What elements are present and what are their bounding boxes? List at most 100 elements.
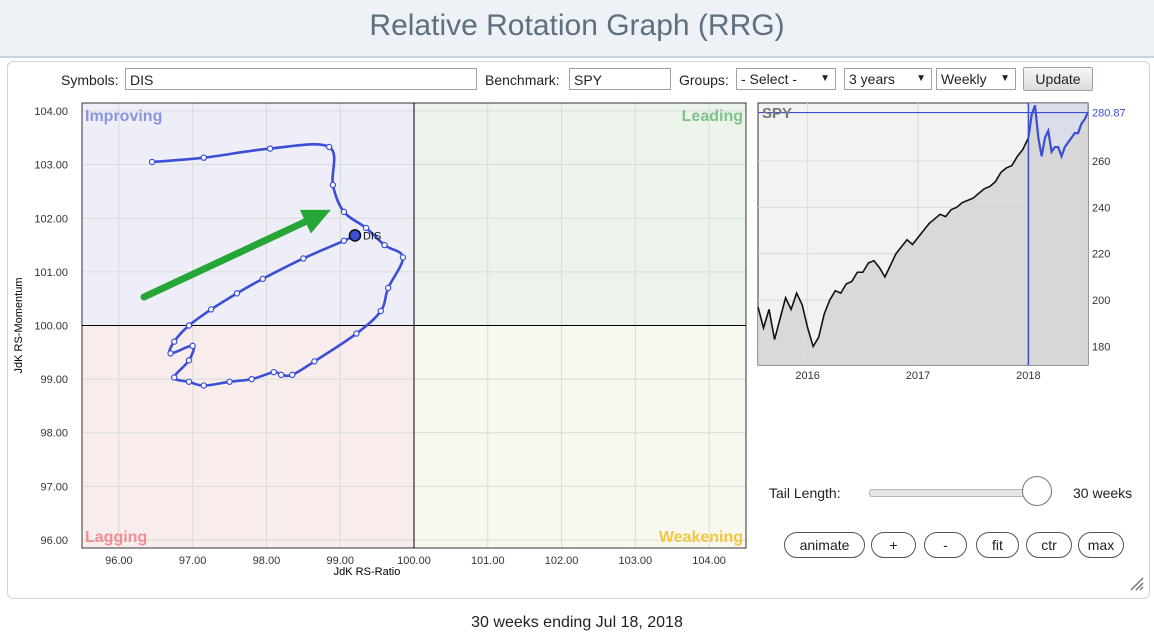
- current-point-dis[interactable]: [348, 229, 362, 242]
- zoom-in-button[interactable]: +: [871, 532, 916, 558]
- quadrant-weakening: [414, 325, 746, 548]
- page-title: Relative Rotation Graph (RRG): [369, 9, 785, 42]
- tail-point[interactable]: [171, 338, 178, 345]
- fit-button[interactable]: fit: [976, 532, 1019, 558]
- x-axis-label: JdK RS-Ratio: [334, 566, 401, 578]
- y-tick-label: 100.00: [34, 321, 68, 333]
- benchmark-y-tick-label: 180: [1092, 341, 1110, 353]
- benchmark-y-tick-label: 260: [1092, 156, 1110, 168]
- quadrant-label-weakening: Weakening: [659, 529, 743, 546]
- trend-arrow-shaft: [140, 216, 313, 301]
- quadrant-label-lagging: Lagging: [85, 529, 147, 546]
- quadrant-leading: [414, 103, 746, 326]
- tail-length-value: 30 weeks: [1073, 485, 1133, 501]
- period-select-value: 3 years: [849, 71, 895, 87]
- y-tick-label: 96.00: [40, 535, 68, 547]
- benchmark-chart: SPY 280.87 2016 2017 2018 180 200 220 240 260: [757, 102, 1126, 382]
- frequency-select[interactable]: Weekly ▼: [936, 68, 1016, 90]
- tail-point[interactable]: [399, 254, 407, 261]
- tail-point[interactable]: [233, 290, 241, 297]
- x-tick-label: 102.00: [545, 555, 579, 567]
- tail-point[interactable]: [207, 306, 215, 313]
- x-tick-label: 97.00: [179, 555, 207, 567]
- tail-point[interactable]: [270, 368, 278, 376]
- y-tick-label: 102.00: [34, 213, 68, 225]
- benchmark-input[interactable]: SPY: [569, 68, 671, 90]
- tail-point[interactable]: [167, 350, 174, 357]
- series-label-dis: DIS: [363, 230, 381, 242]
- symbols-label: Symbols:: [61, 72, 119, 88]
- benchmark-y-ticks: 180 200 220 240 260: [1092, 156, 1110, 353]
- tail-point[interactable]: [248, 375, 255, 383]
- tail-point[interactable]: [340, 208, 348, 216]
- dis-tail: [148, 143, 407, 389]
- tail-point[interactable]: [200, 154, 207, 161]
- tail-point[interactable]: [377, 307, 384, 315]
- trend-arrow: [140, 209, 331, 301]
- x-tick-label: 100.00: [397, 555, 431, 567]
- symbols-input[interactable]: DIS: [125, 68, 477, 90]
- benchmark-area: [758, 105, 1088, 365]
- x-tick-label: 103.00: [619, 555, 653, 567]
- dropdown-arrow-icon: ▼: [820, 73, 830, 84]
- resize-handle-icon[interactable]: [1128, 575, 1144, 591]
- center-button[interactable]: ctr: [1026, 532, 1072, 558]
- tail-point[interactable]: [171, 374, 178, 381]
- period-select[interactable]: 3 years ▼: [844, 68, 932, 90]
- tail-point[interactable]: [353, 330, 360, 337]
- tail-point[interactable]: [384, 284, 392, 292]
- animate-button[interactable]: animate: [784, 532, 865, 558]
- tail-point[interactable]: [311, 358, 318, 365]
- y-tick-label: 101.00: [34, 267, 68, 279]
- benchmark-last-value: 280.87: [1092, 108, 1126, 120]
- frequency-select-value: Weekly: [941, 71, 987, 87]
- tail-point[interactable]: [200, 382, 207, 389]
- tail-point[interactable]: [289, 371, 296, 379]
- tail-point[interactable]: [189, 342, 196, 350]
- y-tick-label: 97.00: [40, 481, 68, 493]
- rrg-panel: Symbols: DIS Benchmark: SPY Groups: - Se…: [7, 61, 1150, 599]
- tail-length-label: Tail Length:: [769, 485, 841, 501]
- zoom-out-button[interactable]: -: [924, 532, 967, 558]
- benchmark-x-tick-label: 2016: [795, 370, 819, 382]
- tail-point[interactable]: [381, 241, 388, 249]
- max-button[interactable]: max: [1078, 532, 1124, 558]
- tail-point[interactable]: [185, 357, 193, 364]
- x-tick-label: 96.00: [105, 555, 133, 567]
- quadrant-improving: [82, 103, 414, 326]
- groups-label: Groups:: [679, 72, 729, 88]
- benchmark-line-highlight: [1027, 104, 1089, 160]
- tail-point[interactable]: [300, 255, 307, 262]
- benchmark-y-tick-label: 220: [1092, 249, 1110, 261]
- tail-point[interactable]: [259, 275, 266, 283]
- tail-point[interactable]: [325, 143, 333, 151]
- tail-point[interactable]: [362, 224, 370, 232]
- rrg-chart: Improving Leading Lagging Weakening 96.0…: [13, 102, 747, 578]
- update-button[interactable]: Update: [1023, 67, 1093, 91]
- trend-arrow-head: [299, 209, 331, 234]
- tail-point[interactable]: [340, 237, 348, 244]
- tail-point[interactable]: [266, 145, 274, 152]
- x-tick-label: 99.00: [326, 555, 354, 567]
- groups-select[interactable]: - Select - ▼: [736, 68, 836, 90]
- tail-point[interactable]: [329, 181, 337, 189]
- x-tick-label: 98.00: [253, 555, 281, 567]
- x-tick-label: 101.00: [471, 555, 505, 567]
- quadrant-lagging: [82, 325, 414, 548]
- tail-point[interactable]: [185, 322, 193, 329]
- tail-point[interactable]: [226, 378, 233, 385]
- dropdown-arrow-icon: ▼: [1000, 73, 1010, 84]
- quadrant-label-improving: Improving: [85, 108, 162, 125]
- groups-select-value: - Select -: [741, 71, 798, 87]
- tail-point[interactable]: [278, 371, 285, 379]
- tail-point[interactable]: [185, 378, 193, 385]
- tail-length-slider-thumb[interactable]: [1022, 476, 1052, 506]
- benchmark-x-tick-label: 2017: [906, 370, 930, 382]
- tail-point[interactable]: [148, 158, 156, 166]
- quadrant-label-leading: Leading: [682, 108, 743, 125]
- page-header: Relative Rotation Graph (RRG): [0, 0, 1154, 58]
- y-tick-label: 104.00: [34, 106, 68, 118]
- y-tick-label: 98.00: [40, 428, 68, 440]
- benchmark-chart-title: SPY: [762, 105, 792, 122]
- dropdown-arrow-icon: ▼: [916, 73, 926, 84]
